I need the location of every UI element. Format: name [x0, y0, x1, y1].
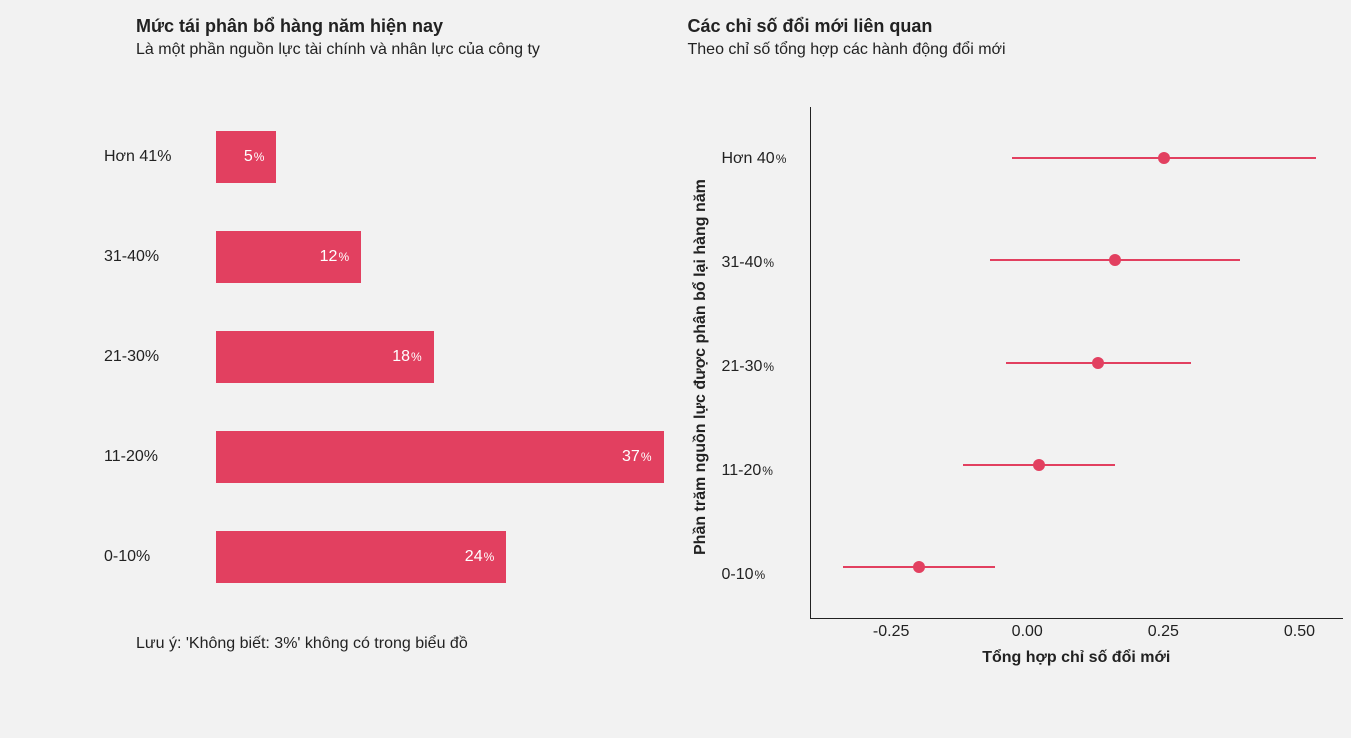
bar-value: 18 — [392, 348, 410, 366]
right-title: Các chỉ số đổi mới liên quan — [688, 16, 1344, 37]
bar: 12% — [216, 231, 361, 283]
bar-value: 5 — [244, 148, 253, 166]
percent-icon: % — [641, 450, 652, 464]
x-tick: 0.00 — [1012, 623, 1043, 641]
ci-row — [811, 260, 1344, 261]
y-cat-label: 0-10 — [722, 566, 754, 584]
y-category: 21-30% — [714, 315, 810, 419]
y-cat-label: 11-20 — [722, 462, 762, 480]
ci-dot — [1109, 254, 1121, 266]
ci-row — [811, 158, 1344, 159]
bar-track: 24% — [216, 531, 664, 583]
bar-row: 31-40%12% — [104, 207, 664, 307]
ci-row — [811, 465, 1344, 466]
bar-row: 11-20%37% — [104, 407, 664, 507]
ci-dot — [1092, 357, 1104, 369]
percent-icon: % — [763, 256, 774, 270]
bar-row-label: Hơn 41% — [104, 148, 216, 166]
y-axis-label: Phần trăm nguồn lực được phân bổ lại hàn… — [688, 107, 714, 627]
percent-icon: % — [484, 550, 495, 564]
bar-row: Hơn 41%5% — [104, 107, 664, 207]
y-category: 11-20% — [714, 419, 810, 523]
bar-value: 12 — [320, 248, 338, 266]
bar-row-label: 11-20% — [104, 448, 216, 466]
plot-region — [810, 107, 1344, 619]
ci-row — [811, 567, 1344, 568]
y-category: 31-40% — [714, 211, 810, 315]
percent-icon: % — [762, 464, 773, 478]
bar-row: 21-30%18% — [104, 307, 664, 407]
bar-track: 12% — [216, 231, 664, 283]
percent-icon: % — [755, 568, 766, 582]
y-cat-label: 31-40 — [722, 254, 763, 272]
right-subtitle: Theo chỉ số tổng hợp các hành động đổi m… — [688, 41, 1344, 59]
percent-icon: % — [776, 152, 787, 166]
left-subtitle: Là một phần nguồn lực tài chính và nhân … — [136, 41, 664, 59]
bar-value: 37 — [622, 448, 640, 466]
left-panel: Mức tái phân bổ hàng năm hiện nay Là một… — [8, 16, 664, 667]
y-categories: Hơn 40%31-40%21-30%11-20%0-10% — [714, 107, 810, 627]
x-axis-label: Tổng hợp chỉ số đổi mới — [810, 649, 1344, 667]
dot-plot: Phần trăm nguồn lực được phân bổ lại hàn… — [688, 107, 1344, 667]
bar: 37% — [216, 431, 664, 483]
x-ticks: -0.25 0.00 0.25 0.50 — [810, 619, 1344, 645]
ci-dot — [913, 561, 925, 573]
ci-dot — [1033, 459, 1045, 471]
bar-chart: Hơn 41%5%31-40%12%21-30%18%11-20%37%0-10… — [104, 107, 664, 607]
percent-icon: % — [411, 350, 422, 364]
bar-track: 18% — [216, 331, 664, 383]
bar-track: 37% — [216, 431, 664, 483]
bar: 5% — [216, 131, 276, 183]
percent-icon: % — [254, 150, 265, 164]
bar-row: 0-10%24% — [104, 507, 664, 607]
bar-row-label: 21-30% — [104, 348, 216, 366]
ci-dot — [1158, 152, 1170, 164]
bar: 18% — [216, 331, 434, 383]
bar: 24% — [216, 531, 506, 583]
bar-row-label: 31-40% — [104, 248, 216, 266]
percent-icon: % — [338, 250, 349, 264]
x-tick: 0.50 — [1284, 623, 1315, 641]
x-tick: 0.25 — [1148, 623, 1179, 641]
bar-track: 5% — [216, 131, 664, 183]
y-cat-label: Hơn 40 — [722, 150, 775, 168]
left-footnote: Lưu ý: 'Không biết: 3%' không có trong b… — [136, 635, 664, 653]
x-tick: -0.25 — [873, 623, 909, 641]
right-panel: Các chỉ số đổi mới liên quan Theo chỉ số… — [688, 16, 1344, 667]
bar-row-label: 0-10% — [104, 548, 216, 566]
y-cat-label: 21-30 — [722, 358, 763, 376]
left-title: Mức tái phân bổ hàng năm hiện nay — [136, 16, 664, 37]
percent-icon: % — [763, 360, 774, 374]
bar-value: 24 — [465, 548, 483, 566]
y-category: 0-10% — [714, 523, 810, 627]
y-category: Hơn 40% — [714, 107, 810, 211]
ci-row — [811, 363, 1344, 364]
